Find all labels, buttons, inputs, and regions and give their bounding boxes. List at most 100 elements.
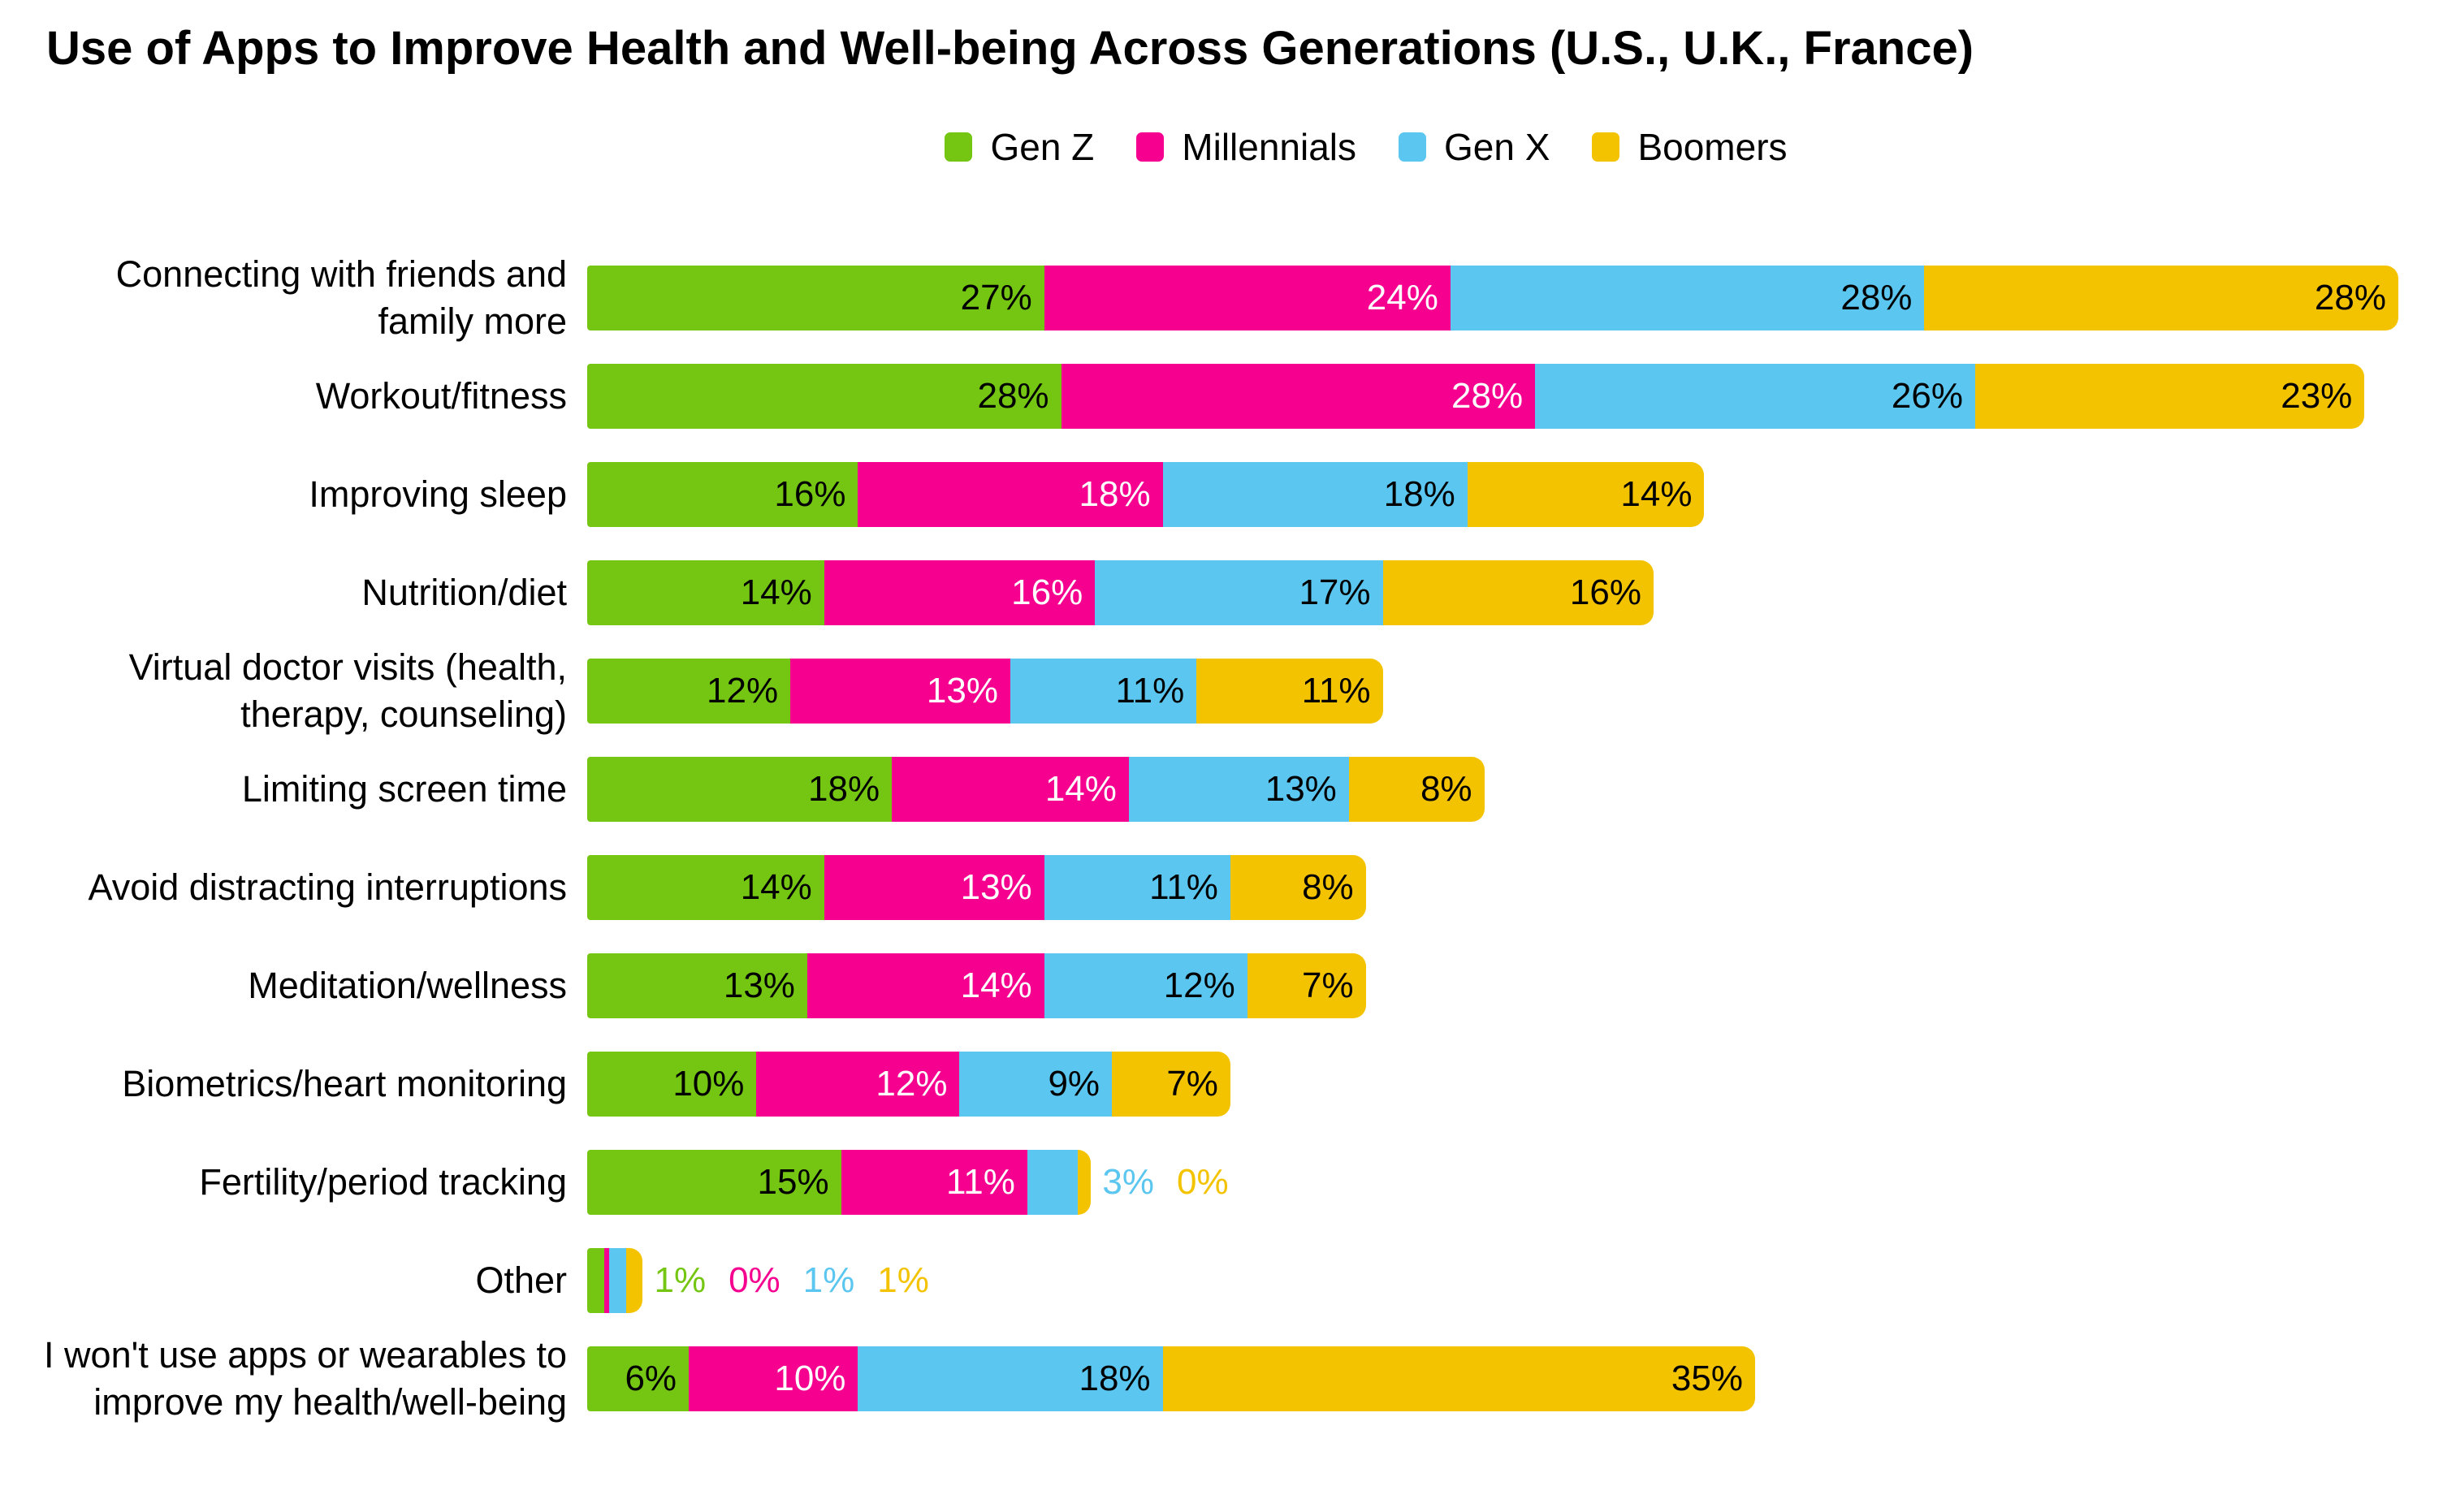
bar-segment-millennials	[603, 1247, 609, 1313]
bar-value-label: 16%	[1569, 572, 1641, 612]
bar-value-label: 6%	[625, 1358, 677, 1398]
bar-track: 12% 13% 11% 11%	[587, 658, 2398, 724]
bar-value-label: 13%	[926, 670, 998, 711]
bar-value-label: 14%	[960, 965, 1032, 1005]
category-label: I won't use apps or wearables to improve …	[44, 1333, 567, 1423]
bar-segment-gen-x: 18%	[858, 1346, 1163, 1411]
bar-value-label: 28%	[1451, 375, 1524, 416]
bar-segment-boomers: 8%	[1230, 854, 1366, 920]
bar-value-label: 16%	[1011, 572, 1083, 612]
legend-swatch-icon	[1592, 132, 1620, 162]
bar-segment-millennials: 16%	[824, 559, 1096, 625]
bar-segment-millennials: 28%	[1061, 363, 1536, 429]
category-row: Nutrition/diet 14% 16% 17% 16%	[0, 543, 2456, 642]
bar-segment-millennials: 10%	[689, 1346, 858, 1411]
bar-chart: Connecting with friends and family more 27…	[0, 248, 2456, 1428]
bar-value-label: 23%	[2281, 375, 2353, 416]
bar-value-label: 28%	[1840, 277, 1913, 318]
bar-value-label: 17%	[1299, 572, 1371, 612]
legend-swatch-icon	[945, 132, 973, 162]
bar-value-label: 12%	[876, 1063, 948, 1104]
bar-value-label: 18%	[1383, 473, 1455, 514]
bar-segment-gen-z: 18%	[587, 756, 893, 822]
bar-segment-boomers: 7%	[1247, 953, 1366, 1018]
legend-label: Gen X	[1444, 126, 1550, 168]
bar-segment-gen-x: 28%	[1450, 265, 1925, 330]
bar-value-label: 10%	[774, 1358, 846, 1398]
legend-swatch-icon	[1399, 132, 1427, 162]
bar-value-label: 12%	[1163, 965, 1235, 1005]
bar-segment-boomers: 28%	[1924, 265, 2398, 330]
category-row: Improving sleep 16% 18% 18% 14%	[0, 445, 2456, 543]
bar-segment-gen-x	[608, 1247, 626, 1313]
bar-value-label: 7%	[1166, 1063, 1218, 1104]
category-row: Fertility/period tracking 15% 11% 3% 0%	[0, 1133, 2456, 1231]
outside-value-label: 1%	[654, 1259, 707, 1300]
bar-segment-boomers: 8%	[1348, 756, 1485, 822]
bar-segment-gen-x: 18%	[1162, 461, 1468, 527]
bar-segment-gen-z: 27%	[587, 265, 1044, 330]
bar-segment-boomers: 16%	[1382, 559, 1654, 625]
category-label: Meditation/wellness	[248, 964, 567, 1006]
bar-segment-boomers: 11%	[1196, 658, 1383, 724]
bar-segment-gen-z: 28%	[587, 363, 1062, 429]
bar-segment-gen-z: 15%	[587, 1149, 841, 1215]
bar-track: 16% 18% 18% 14%	[587, 461, 2398, 527]
bar-value-label: 35%	[1671, 1358, 1743, 1398]
bar-value-label: 7%	[1302, 965, 1354, 1005]
bar-segment-gen-z: 12%	[587, 658, 791, 724]
category-label: Connecting with friends and family more	[115, 253, 567, 342]
bar-track: 27% 24% 28% 28%	[587, 265, 2398, 330]
chart-title: Use of Apps to Improve Health and Well-b…	[46, 22, 1974, 75]
bar-segment-boomers: 14%	[1467, 461, 1705, 527]
bar-segment-gen-z	[587, 1247, 604, 1313]
category-label: Workout/fitness	[315, 374, 567, 417]
category-label: Other	[475, 1259, 567, 1301]
outside-value-label: 3%	[1102, 1161, 1154, 1202]
bar-segment-gen-x: 13%	[1128, 756, 1349, 822]
bar-segment-boomers	[625, 1247, 643, 1313]
bar-value-label: 18%	[1079, 1358, 1151, 1398]
category-row: Limiting screen time 18% 14% 13% 8%	[0, 740, 2456, 838]
bar-value-label: 13%	[960, 866, 1032, 907]
bar-segment-millennials: 14%	[806, 953, 1044, 1018]
bar-segment-millennials: 11%	[841, 1149, 1027, 1215]
bar-segment-millennials: 13%	[790, 658, 1010, 724]
bar-segment-boomers	[1078, 1149, 1092, 1215]
bar-value-label: 14%	[740, 572, 812, 612]
legend-label: Boomers	[1637, 126, 1788, 168]
bar-segment-boomers: 23%	[1974, 363, 2365, 429]
category-row: Other 1% 0% 1% 1%	[0, 1231, 2456, 1329]
bar-value-label: 26%	[1891, 375, 1963, 416]
legend-label: Gen Z	[990, 126, 1095, 168]
bar-segment-millennials: 13%	[824, 854, 1044, 920]
bar-track: 28% 28% 26% 23%	[587, 363, 2398, 429]
category-label: Improving sleep	[309, 473, 567, 515]
bar-value-label: 11%	[946, 1161, 1015, 1202]
bar-track: 14% 16% 17% 16%	[587, 559, 2398, 625]
outside-labels: 3% 0%	[1102, 1150, 1228, 1215]
bar-segment-gen-z: 14%	[587, 559, 824, 625]
bar-value-label: 13%	[723, 965, 795, 1005]
bar-value-label: 8%	[1302, 866, 1354, 907]
category-label: Fertility/period tracking	[199, 1160, 567, 1203]
legend: Gen Z Millennials Gen X Boomers	[138, 128, 2456, 166]
bar-value-label: 14%	[1620, 473, 1693, 514]
bar-value-label: 11%	[1149, 866, 1218, 907]
bar-segment-gen-z: 10%	[587, 1051, 757, 1117]
category-label: Virtual doctor visits (health, therapy, c…	[128, 646, 567, 735]
bar-value-label: 12%	[707, 670, 779, 711]
bar-track: 13% 14% 12% 7%	[587, 953, 2398, 1018]
category-label: Avoid distracting interruptions	[88, 866, 567, 908]
legend-label: Millennials	[1182, 126, 1357, 168]
bar-segment-millennials: 24%	[1044, 265, 1451, 330]
bar-value-label: 24%	[1366, 277, 1438, 318]
legend-swatch-icon	[1136, 132, 1165, 162]
bar-value-label: 15%	[757, 1161, 829, 1202]
outside-value-label: 0%	[1176, 1161, 1229, 1202]
bar-segment-millennials: 18%	[858, 461, 1163, 527]
category-label: Limiting screen time	[241, 767, 567, 810]
bar-value-label: 28%	[2314, 277, 2386, 318]
category-row: Avoid distracting interruptions 14% 13% 11%…	[0, 838, 2456, 936]
bar-segment-gen-x: 9%	[959, 1051, 1113, 1117]
